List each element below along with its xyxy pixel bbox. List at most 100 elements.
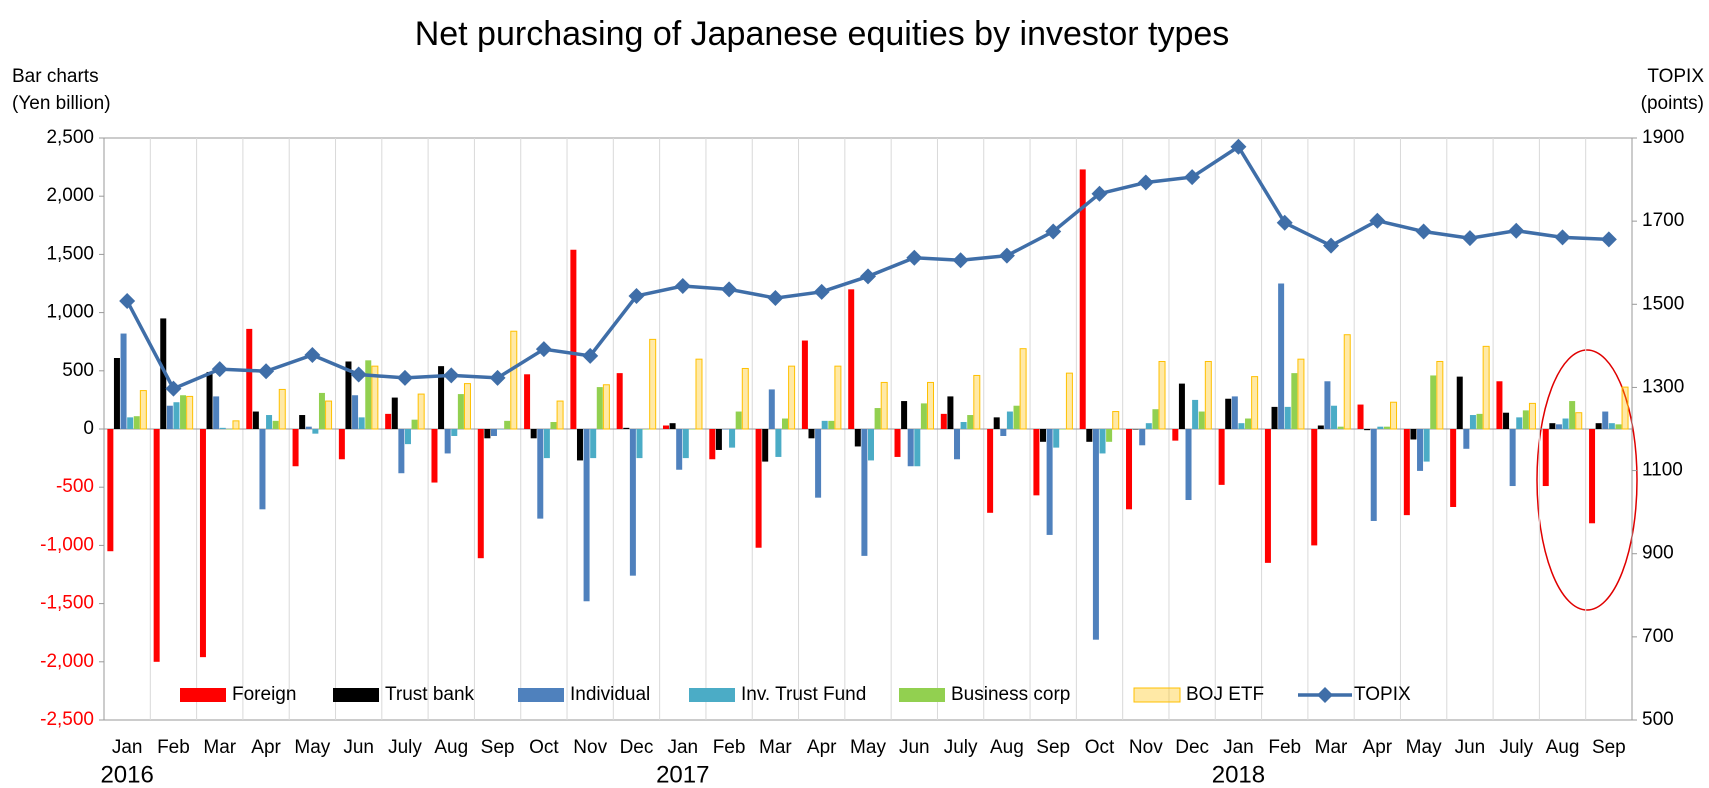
bar [180, 395, 187, 429]
legend-swatch [518, 688, 564, 702]
bar [1065, 372, 1073, 430]
marker [258, 363, 275, 380]
bar [880, 381, 888, 430]
x-tick-label: Jan [667, 737, 698, 758]
marker [1276, 214, 1293, 231]
legend-swatch [899, 688, 945, 702]
marker [165, 380, 182, 397]
bar [602, 384, 610, 430]
bar [543, 429, 550, 459]
marker [1415, 223, 1432, 240]
bar [1383, 426, 1390, 429]
bar [1053, 429, 1060, 448]
bar [834, 365, 842, 430]
x-tick-label: Nov [1129, 737, 1163, 758]
bar [583, 429, 590, 602]
marker [906, 249, 923, 266]
y2-tick-label: 700 [1642, 626, 1674, 647]
bar [1496, 381, 1503, 429]
y-tick-label: -2,000 [40, 651, 94, 672]
bar [1569, 401, 1576, 429]
bar [1245, 418, 1252, 429]
highlight-ellipse [1536, 349, 1638, 611]
marker [119, 292, 136, 309]
bar [278, 388, 286, 430]
bar [166, 405, 173, 429]
marker [350, 366, 367, 383]
bar [788, 365, 796, 430]
bar [636, 429, 643, 459]
legend-label: Business corp [951, 684, 1070, 705]
bar [391, 397, 398, 429]
bar [451, 429, 458, 436]
bar [854, 429, 861, 447]
marker [952, 252, 969, 269]
legend-label: TOPIX [1354, 684, 1411, 705]
bar [556, 400, 564, 430]
y2-axis-label: TOPIX [1647, 66, 1704, 87]
bar [477, 429, 484, 559]
bar [352, 395, 359, 429]
x-tick-label: Aug [434, 737, 468, 758]
bar [1291, 373, 1298, 429]
marker [721, 281, 738, 298]
bar [722, 429, 729, 430]
bar [497, 429, 504, 430]
bar [431, 429, 438, 483]
bar [1469, 415, 1476, 429]
x-tick-label: Nov [573, 737, 607, 758]
bar [1542, 429, 1549, 487]
bar [1549, 423, 1556, 429]
bar [272, 420, 279, 429]
marker [767, 290, 784, 307]
y-tick-label: 1,000 [46, 302, 94, 323]
bar [153, 429, 160, 662]
bar [1158, 360, 1166, 430]
x-tick-label: Aug [990, 737, 1024, 758]
bar [1503, 412, 1510, 429]
y2-tick-label: 1700 [1642, 210, 1684, 231]
year-label: 2018 [1212, 761, 1265, 788]
chart-title: Net purchasing of Japanese equities by i… [415, 15, 1230, 53]
y-axis-label: (Yen billion) [12, 93, 111, 114]
x-tick-label: Jan [112, 737, 143, 758]
year-label: 2016 [100, 761, 153, 788]
bar [1225, 398, 1232, 429]
bar [570, 249, 577, 429]
bar [438, 366, 445, 429]
marker [628, 287, 645, 304]
legend-label: Individual [570, 684, 650, 705]
bar [781, 418, 788, 429]
bar [1516, 417, 1523, 429]
y2-tick-label: 1900 [1642, 127, 1684, 148]
bar [920, 403, 927, 429]
bar [312, 429, 319, 434]
bar [139, 390, 147, 430]
x-tick-label: May [1406, 737, 1442, 758]
bar [623, 427, 630, 429]
x-tick-label: July [388, 737, 422, 758]
bar [960, 422, 967, 429]
bar [550, 422, 557, 429]
bar [1019, 348, 1027, 430]
bar [107, 429, 114, 552]
bar [967, 415, 974, 429]
x-tick-label: July [1499, 737, 1533, 758]
bar [947, 396, 954, 429]
marker [1508, 222, 1525, 239]
marker [860, 268, 876, 285]
bar [669, 423, 676, 429]
bar [762, 429, 769, 462]
bar [576, 429, 583, 461]
bar [1112, 411, 1120, 430]
bar [504, 420, 511, 429]
bar [1436, 360, 1444, 430]
x-tick-label: Jun [343, 737, 374, 758]
bar [1595, 423, 1602, 429]
bar [484, 429, 491, 439]
bar [206, 371, 213, 429]
x-tick-label: Feb [1268, 737, 1301, 758]
marker [443, 367, 460, 384]
x-tick-label: Apr [251, 737, 281, 758]
